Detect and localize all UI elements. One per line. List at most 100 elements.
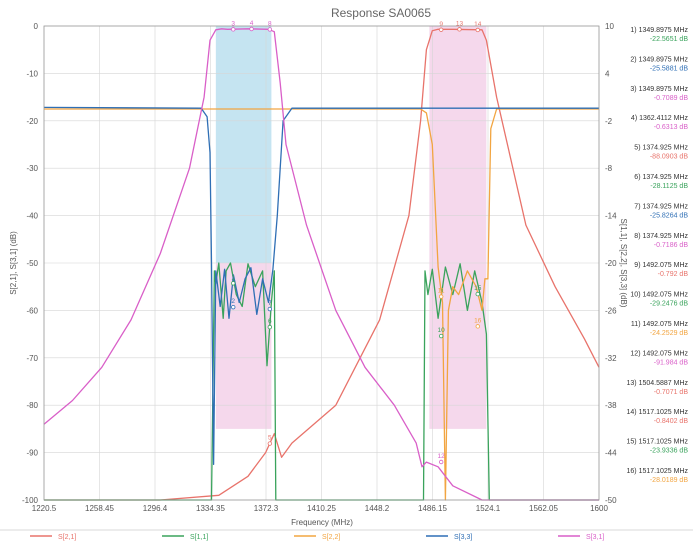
series-lines [43, 28, 600, 501]
marker-readout-list: 1) 1349.8975 MHz -22.5651 dB 2) 1349.8975 … [627, 27, 689, 484]
marker-readout-freq: 13) 1504.5887 MHz [627, 380, 689, 387]
marker-readout-freq: 8) 1374.925 MHz [634, 233, 688, 240]
marker-readout-freq: 12) 1492.075 MHz [630, 350, 688, 357]
marker-label: 13 [456, 20, 464, 27]
marker-label: 8 [268, 20, 272, 27]
marker-readout-value: -29.2476 dB [650, 301, 688, 308]
marker-readout-value: -0.7186 dB [654, 242, 689, 249]
y-tick-label-right: -38 [605, 401, 617, 410]
y-axis-label-left: S[2,1], S[3,1] (dB) [9, 231, 18, 295]
marker-4: 4 [249, 20, 254, 32]
y-tick-label-left: -80 [26, 401, 38, 410]
marker-14: 14 [474, 21, 482, 33]
marker-point [249, 26, 254, 32]
marker-readout-freq: 15) 1517.1025 MHz [627, 439, 689, 446]
marker-point [475, 291, 480, 297]
marker-point [438, 459, 444, 465]
marker-label: 7 [268, 300, 272, 307]
y-tick-label-right: -26 [605, 306, 617, 315]
marker-label: 14 [474, 21, 482, 28]
legend-item: S[3,3] [426, 534, 472, 541]
x-tick-label: 1524.1 [476, 504, 501, 513]
marker-label: 5 [268, 435, 272, 442]
marker-12: 12 [438, 453, 446, 465]
marker-readout-value: -22.5651 dB [650, 36, 688, 43]
legend-item: S[3,1] [558, 534, 604, 541]
marker-point [267, 324, 273, 330]
marker-point [267, 27, 273, 32]
marker-readout-freq: 6) 1374.925 MHz [634, 174, 688, 181]
marker-readout-freq: 10) 1492.075 MHz [630, 292, 688, 299]
series-line-22 [44, 108, 599, 501]
y-tick-label-right: -50 [605, 496, 617, 505]
marker-7: 7 [267, 300, 273, 312]
y-tick-label-right: 10 [605, 22, 614, 31]
x-tick-label: 1372.3 [254, 504, 279, 513]
y-tick-label-left: -70 [26, 354, 38, 363]
marker-readout-freq: 11) 1492.075 MHz [631, 321, 689, 328]
marker-readout-value: -0.792 dB [658, 271, 689, 278]
marker-8: 8 [267, 20, 273, 32]
marker-5: 5 [267, 435, 273, 446]
marker-15: 15 [474, 285, 482, 297]
marker-readout-value: -25.8264 dB [650, 212, 688, 219]
y-tick-label-right: -2 [605, 117, 613, 126]
marker-readout-freq: 5) 1374.925 MHz [634, 145, 688, 152]
marker-point [231, 27, 236, 32]
marker-3: 3 [231, 20, 236, 32]
y-tick-label-left: 0 [34, 22, 39, 31]
marker-label: 1 [231, 274, 235, 281]
y-tick-label-left: -60 [26, 306, 38, 315]
marker-label: 10 [438, 327, 446, 334]
marker-label: 11 [438, 288, 445, 295]
marker-readout-freq: 14) 1517.1025 MHz [627, 409, 689, 416]
marker-readout-freq: 3) 1349.8975 MHz [630, 86, 688, 93]
x-tick-label: 1410.25 [307, 504, 336, 513]
x-tick-label: 1258.45 [85, 504, 114, 513]
marker-label: 16 [474, 317, 482, 324]
legend-label: S[3,3] [454, 534, 472, 541]
marker-readout-value: -24.2529 dB [650, 330, 688, 337]
chart-legend: S[2,1] S[1,1] S[2,2] S[3,3] S[3,1] [30, 534, 604, 541]
x-tick-label: 1296.4 [143, 504, 168, 513]
marker-point [438, 27, 444, 32]
marker-readout-value: -0.6313 dB [654, 124, 689, 131]
legend-label: S[3,1] [586, 534, 604, 541]
grid-lines [43, 25, 600, 501]
x-tick-label: 1486.15 [418, 504, 447, 513]
marker-readout-value: -0.7071 dB [654, 389, 689, 396]
marker-9: 9 [438, 21, 444, 32]
x-tick-label: 1220.5 [32, 504, 57, 513]
marker-point [438, 294, 444, 299]
marker-13: 13 [456, 20, 464, 32]
marker-label: 15 [474, 285, 482, 292]
marker-readout-freq: 2) 1349.8975 MHz [630, 56, 688, 63]
y-tick-label-right: 4 [605, 69, 610, 78]
x-tick-label: 1334.35 [196, 504, 225, 513]
y-tick-label-left: -50 [26, 259, 38, 268]
marker-point [475, 27, 480, 33]
y-tick-label-right: -44 [605, 449, 617, 458]
y-tick-label-left: -30 [26, 164, 38, 173]
y-tick-label-left: -90 [26, 449, 38, 458]
marker-label: 12 [438, 453, 446, 460]
x-tick-label: 1562.05 [529, 504, 558, 513]
marker-10: 10 [438, 327, 446, 339]
marker-readout-value: -91.984 dB [654, 359, 689, 366]
marker-readout-value: -28.1125 dB [650, 183, 688, 190]
passband-2 [215, 26, 272, 263]
marker-point [267, 306, 273, 312]
series-line-11 [44, 262, 599, 501]
legend-item: S[2,1] [30, 534, 76, 541]
marker-label: 4 [250, 20, 254, 27]
passband-shading [215, 26, 487, 429]
passband-3 [429, 26, 487, 429]
marker-point [457, 27, 462, 32]
y-tick-label-left: -40 [26, 212, 38, 221]
legend-label: S[1,1] [190, 534, 208, 541]
y-tick-label-right: -14 [605, 212, 617, 221]
y-tick-label-left: -20 [26, 117, 38, 126]
x-tick-label: 1448.2 [365, 504, 390, 513]
